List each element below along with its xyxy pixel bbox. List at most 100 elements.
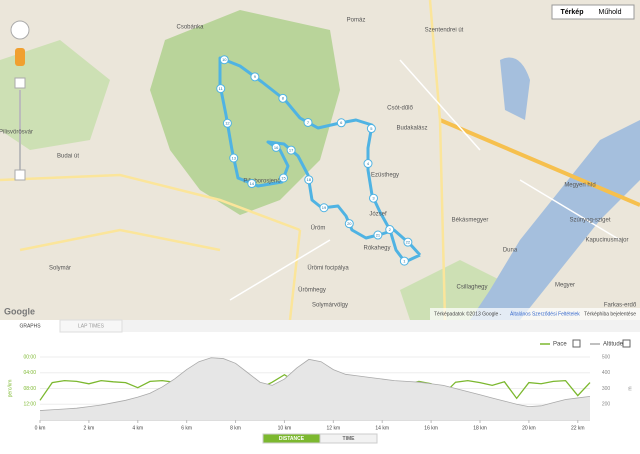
map-label: Megyeri híd [564, 183, 595, 189]
pan-control[interactable] [10, 20, 30, 40]
map-type [551, 4, 635, 20]
highway [439, 118, 640, 207]
report[interactable]: Térképhiba bejelentése [584, 311, 636, 317]
map-button[interactable]: Térkép [561, 9, 584, 16]
tab-bar [0, 320, 640, 332]
map-label: József [369, 212, 387, 218]
map-label: Csót-dűlő [387, 106, 413, 112]
map-label: Csobánka [176, 25, 204, 31]
km-marker [278, 93, 288, 103]
copyright: Térképadatok ©2013 Google - [434, 310, 502, 317]
zoom-in[interactable] [14, 77, 26, 89]
km-marker-label: 20 [347, 221, 352, 226]
y2-tick-label: 300 [602, 386, 611, 392]
km-marker-label: 11 [219, 86, 224, 91]
tab[interactable]: LAP TIMES [78, 323, 105, 329]
lake [500, 57, 530, 120]
tab-active[interactable] [0, 320, 60, 332]
km-marker [403, 237, 413, 247]
km-marker [366, 124, 376, 134]
copyright-bar [430, 308, 640, 320]
map-label: Ezüsthegy [371, 173, 399, 179]
km-marker [216, 84, 226, 94]
map-label: Szúnyog-sziget [569, 218, 610, 224]
km-marker [336, 118, 346, 128]
km-marker [319, 203, 329, 213]
map-label: Megyer [555, 283, 575, 289]
km-marker [271, 142, 281, 152]
legend-checkbox[interactable] [572, 339, 581, 348]
x-tick-label: 2 km [83, 425, 94, 431]
km-marker-label: 12 [225, 121, 230, 126]
km-marker [369, 193, 379, 203]
km-marker-label: 2 [389, 227, 392, 232]
mode-label[interactable]: DISTANCE [279, 436, 305, 442]
km-marker [344, 219, 354, 229]
zoom-slider[interactable] [19, 90, 21, 170]
altitude-area [40, 357, 590, 420]
km-marker-label: 6 [340, 120, 343, 125]
km-marker-label: 8 [282, 96, 285, 101]
x-tick-label: 16 km [424, 425, 438, 431]
map-label: Duna [503, 248, 518, 254]
km-marker [250, 72, 260, 82]
x-tick-label: 10 km [278, 425, 292, 431]
map-label: Pilisborosjenő [243, 179, 281, 185]
mode-button[interactable] [319, 433, 378, 444]
y-tick-label: 08:00 [23, 386, 36, 392]
km-marker [303, 117, 313, 127]
map-label: Budakalász [396, 126, 427, 132]
x-tick-label: 8 km [230, 425, 241, 431]
map-label: Rókahegy [363, 246, 390, 252]
logo: Google [4, 306, 35, 316]
map-label: Kapucinusmajor [585, 238, 628, 244]
km-marker [247, 179, 257, 189]
km-marker-label: 7 [307, 120, 310, 125]
map-label: Pilisvörösvár [0, 130, 33, 136]
km-marker-label: 15 [281, 175, 286, 180]
map-label: Budai út [57, 154, 79, 160]
km-marker-label: 17 [289, 147, 294, 152]
y2-tick-label: 500 [602, 354, 611, 360]
mode-label[interactable]: TIME [343, 436, 356, 442]
tab[interactable] [59, 319, 123, 333]
km-marker [399, 256, 409, 266]
tab[interactable]: GRAPHS [19, 323, 41, 329]
pegman[interactable] [15, 48, 25, 66]
km-marker [385, 225, 395, 235]
map-label: Ürömi focipálya [307, 265, 349, 272]
series-line [39, 357, 591, 411]
km-marker [363, 159, 373, 169]
y2-tick-label: 400 [602, 370, 611, 376]
km-marker-label: 5 [370, 126, 373, 131]
km-marker-label: 16 [274, 145, 279, 150]
km-marker-label: 22 [406, 240, 411, 245]
km-marker [219, 55, 229, 65]
km-marker-label: 13 [231, 155, 236, 160]
road [0, 0, 447, 321]
zoom-out[interactable] [14, 169, 26, 181]
map-button[interactable]: Műhold [599, 9, 622, 16]
legend-label: Pace [553, 342, 567, 348]
terms[interactable]: Általános Szerződési Feltételek [510, 310, 580, 317]
km-marker-label: 21 [376, 232, 381, 237]
legend-checkbox[interactable] [622, 339, 631, 348]
x-tick-label: 22 km [571, 425, 585, 431]
x-tick-label: 6 km [181, 425, 192, 431]
legend-label: Altitude [603, 342, 624, 348]
road [229, 59, 621, 301]
km-marker [286, 145, 296, 155]
map-label: Csillaghegy [456, 285, 487, 291]
x-tick-label: 0 km [35, 425, 46, 431]
x-tick-label: 14 km [375, 425, 389, 431]
km-marker-label: 10 [222, 57, 227, 62]
y-axis-title: perc/km [7, 380, 13, 398]
y2-tick-label: 200 [602, 402, 611, 408]
map-label: Solymár [49, 266, 71, 272]
x-tick-label: 4 km [132, 425, 143, 431]
y-tick-label: 00:00 [23, 354, 36, 360]
map-label: Farkas-erdő [604, 303, 637, 309]
km-marker-label: 14 [250, 181, 255, 186]
